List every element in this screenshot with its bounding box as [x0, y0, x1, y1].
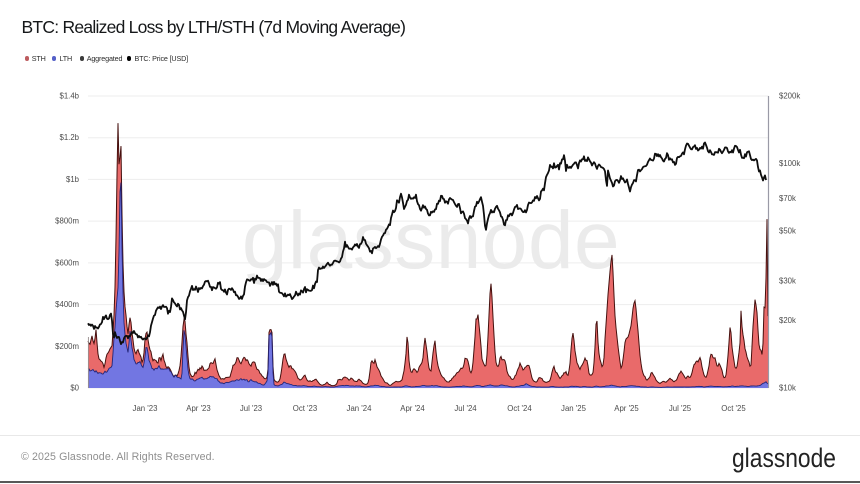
svg-text:$1.2b: $1.2b [59, 133, 79, 142]
svg-text:Jul '25: Jul '25 [669, 404, 692, 413]
svg-text:$0: $0 [70, 384, 79, 393]
svg-text:$30k: $30k [779, 276, 796, 285]
svg-text:glassnode: glassnode [732, 443, 836, 473]
svg-text:$70k: $70k [779, 194, 796, 203]
svg-text:Oct '25: Oct '25 [721, 404, 746, 413]
svg-text:$20k: $20k [779, 316, 796, 325]
svg-text:$1b: $1b [66, 175, 80, 184]
svg-text:$10k: $10k [779, 384, 796, 393]
svg-text:Jan '24: Jan '24 [347, 404, 373, 413]
svg-text:$600m: $600m [55, 258, 79, 267]
svg-text:$1.4b: $1.4b [59, 92, 79, 101]
svg-text:$200m: $200m [55, 342, 79, 351]
svg-text:Jul '24: Jul '24 [454, 404, 477, 413]
svg-text:Apr '23: Apr '23 [186, 404, 210, 413]
svg-text:glassnode: glassnode [242, 195, 620, 286]
svg-text:$200k: $200k [779, 92, 800, 101]
svg-text:$50k: $50k [779, 227, 796, 236]
svg-text:Jul '23: Jul '23 [240, 404, 262, 413]
svg-text:$800m: $800m [55, 217, 79, 226]
svg-text:Jan '23: Jan '23 [133, 404, 158, 413]
svg-text:Oct '24: Oct '24 [507, 404, 532, 413]
svg-text:$100k: $100k [779, 159, 800, 168]
svg-text:Oct '23: Oct '23 [293, 404, 317, 413]
svg-text:$400m: $400m [55, 300, 79, 309]
svg-text:Jan '25: Jan '25 [561, 404, 587, 413]
svg-text:Apr '24: Apr '24 [400, 404, 425, 413]
svg-text:Apr '25: Apr '25 [614, 404, 639, 413]
